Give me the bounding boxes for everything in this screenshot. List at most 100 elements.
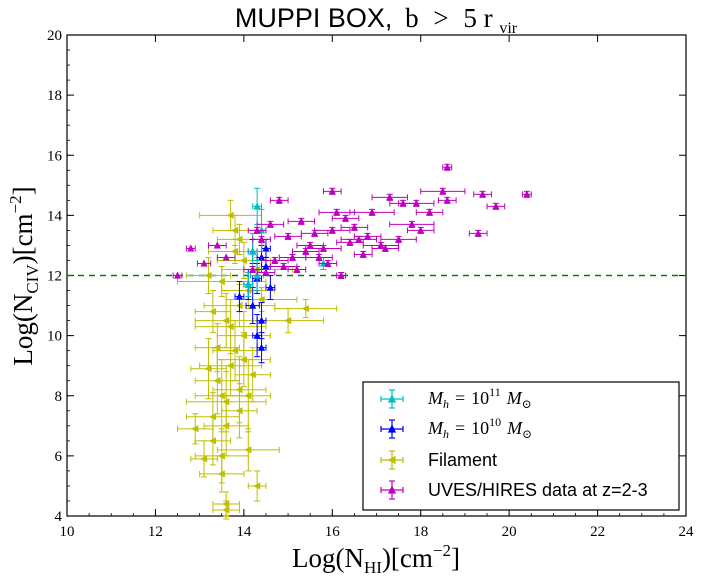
data-point: [425, 208, 434, 216]
data-point: [408, 220, 416, 228]
data-point: [328, 187, 336, 195]
data-point: [222, 506, 230, 514]
data-point: [337, 271, 345, 279]
data-point: [235, 235, 243, 244]
data-point: [200, 259, 208, 267]
data-point: [235, 292, 244, 300]
legend-box: [362, 381, 680, 511]
data-point: [213, 377, 221, 385]
data-point: [266, 220, 275, 228]
data-point: [204, 271, 212, 280]
data-point: [249, 247, 257, 255]
data-point: [443, 163, 451, 171]
data-point: [208, 307, 217, 316]
x-tick-label: 10: [60, 524, 75, 540]
data-point: [257, 316, 266, 324]
data-point: [253, 226, 261, 234]
axis-ticks: 10 12 14 16 18 20 22 24 4 6 8 10 12 14 16 18 20: [47, 28, 694, 540]
data-point: [386, 193, 394, 201]
data-point: [230, 347, 239, 355]
legend-label-filament: Filament: [428, 450, 497, 470]
legend-label-m11: Mh = 1011 M⊙: [427, 385, 532, 411]
data-point: [230, 247, 239, 256]
y-tick-label: 4: [55, 509, 63, 525]
data-point: [226, 322, 234, 331]
data-point: [257, 343, 266, 351]
data-point: [492, 202, 500, 210]
data-point: [217, 277, 225, 286]
data-point: [350, 223, 359, 231]
data-point: [204, 365, 212, 373]
data-point: [244, 280, 252, 288]
data-point: [301, 304, 309, 313]
legend-markers: [380, 389, 404, 500]
data-point: [249, 265, 257, 273]
data-point: [262, 268, 270, 276]
data-point: [306, 241, 314, 249]
data-point: [249, 301, 257, 309]
data-point: [187, 244, 195, 252]
data-point: [208, 413, 217, 421]
data-point: [271, 256, 279, 264]
x-tick-label: 14: [236, 524, 252, 540]
y-tick-label: 16: [47, 148, 63, 164]
data-point: [191, 425, 199, 433]
data-point: [284, 232, 292, 240]
data-point: [257, 235, 266, 243]
x-tick-label: 12: [148, 524, 163, 540]
data-point: [213, 344, 221, 352]
data-point: [173, 271, 182, 279]
data-point: [333, 208, 341, 216]
data-point: [262, 244, 270, 252]
y-tick-label: 20: [47, 28, 62, 44]
data-point: [283, 316, 292, 325]
data-point: [417, 226, 425, 234]
x-tick-label: 16: [325, 524, 341, 540]
data-point: [199, 455, 208, 463]
data-point: [328, 226, 336, 234]
x-axis-label: Log(NHI)[cm−2]: [292, 541, 460, 577]
y-tick-label: 12: [47, 269, 62, 285]
data-point: [315, 253, 323, 261]
y-tick-label: 6: [55, 449, 63, 465]
data-marks: [172, 163, 532, 520]
legend-marker: [387, 455, 396, 465]
data-point: [266, 283, 275, 291]
data-point: [222, 253, 230, 261]
legend: Mh = 1011 M⊙ Mh = 1010 M⊙ Filament UVES/HIRES …: [362, 381, 680, 511]
data-point: [474, 229, 482, 237]
data-point: [280, 262, 288, 270]
data-point: [359, 250, 367, 258]
data-point: [239, 256, 247, 265]
y-tick-label: 14: [47, 208, 63, 224]
chart-title: MUPPI BOX, b > 5 r vir: [235, 3, 518, 37]
data-point: [217, 392, 225, 400]
data-point: [439, 187, 447, 195]
y-tick-label: 18: [47, 88, 62, 104]
y-axis-label: Log(NCIV)[cm−2]: [6, 186, 42, 365]
series-uves-hires-data-at-z-2-3: [172, 163, 532, 280]
data-point: [226, 211, 234, 220]
legend-marker: [387, 424, 397, 433]
y-tick-label: 10: [47, 329, 62, 345]
data-point: [235, 386, 243, 394]
data-point: [244, 392, 252, 400]
legend-label-m10: Mh = 1010 M⊙: [427, 415, 532, 441]
data-point: [244, 446, 252, 454]
legend-label-uves: UVES/HIRES data at z=2-3: [428, 480, 648, 500]
data-point: [412, 199, 420, 207]
data-point: [346, 238, 354, 246]
legend-marker: [387, 485, 397, 494]
data-point: [217, 452, 225, 460]
data-point: [257, 295, 265, 304]
x-tick-label: 22: [590, 524, 605, 540]
data-point: [248, 371, 256, 379]
data-point: [523, 190, 531, 198]
data-point: [275, 196, 283, 204]
data-point: [394, 235, 403, 243]
x-tick-label: 20: [502, 524, 517, 540]
data-point: [230, 226, 239, 235]
series-filament: [177, 199, 338, 520]
data-point: [222, 316, 230, 325]
